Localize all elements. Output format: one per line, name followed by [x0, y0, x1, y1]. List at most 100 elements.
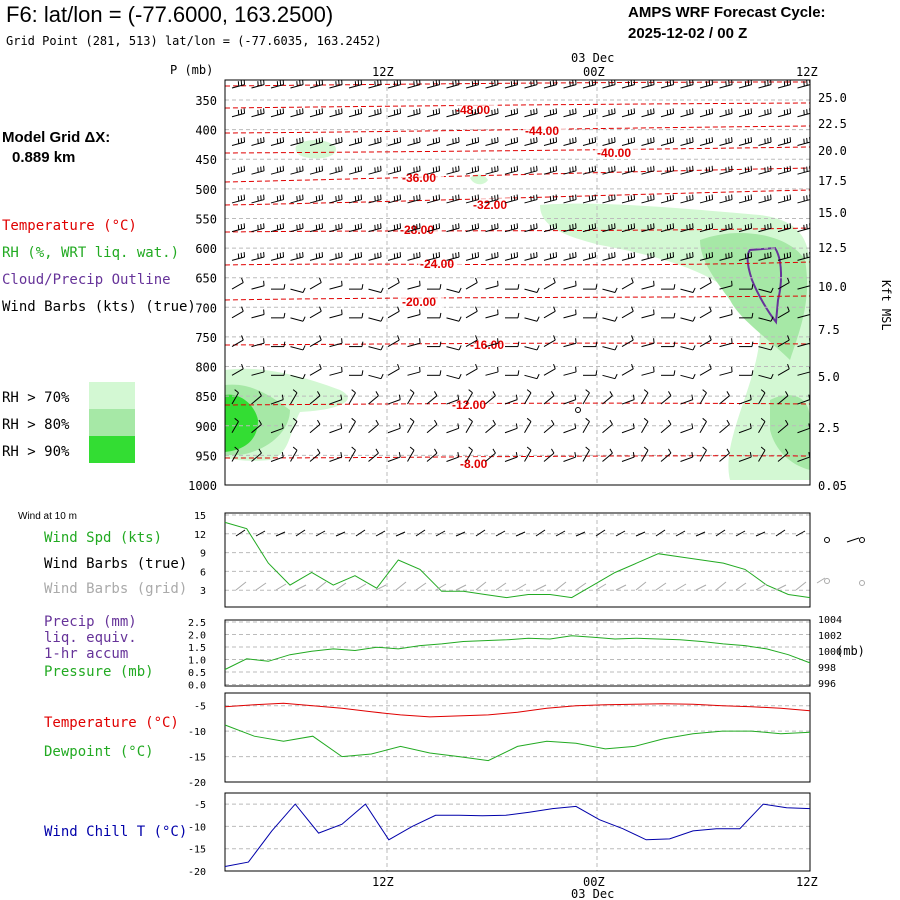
upper-wind-barb: [582, 449, 590, 462]
upper-wind-barb: [407, 285, 421, 290]
upper-wind-barb: [699, 199, 713, 204]
upper-wind-barb-feather: [319, 335, 322, 341]
upper-wind-barb-feather: [380, 373, 384, 379]
upper-wind-barb: [368, 452, 379, 462]
upper-wind-barb: [563, 141, 577, 146]
upper-wind-barb: [407, 342, 421, 348]
upper-wind-barb: [797, 314, 811, 319]
upper-wind-barb: [251, 395, 262, 405]
upper-wind-barb: [602, 395, 613, 405]
isotherm-line: [224, 81, 811, 87]
upper-wind-barb: [368, 199, 382, 204]
upper-wind-barb: [582, 141, 596, 146]
upper-wind-barb-feather: [234, 389, 239, 394]
upper-wind-barb: [485, 285, 499, 290]
upper-wind-barb-feather: [609, 419, 613, 425]
kft-tick-label: 2.5: [818, 421, 840, 435]
upper-wind-barb: [719, 170, 733, 175]
forecast-cycle-label: AMPS WRF Forecast Cycle:: [628, 4, 826, 21]
upper-wind-barb-feather: [492, 448, 496, 454]
precip-tick-label: 0.5: [188, 668, 206, 679]
upper-wind-barb: [680, 199, 694, 204]
upper-wind-barb: [485, 424, 496, 434]
sfc-wind-barb-true: [635, 531, 646, 537]
upper-wind-barb-feather: [702, 389, 707, 394]
dewpoint-line: [224, 724, 811, 762]
upper-wind-barb-feather: [457, 394, 460, 400]
upper-wind-barb-feather: [434, 448, 438, 454]
upper-wind-barb-feather: [515, 423, 518, 429]
upper-wind-barb: [641, 199, 655, 204]
pressure-tick-label-right: 1004: [818, 615, 842, 626]
upper-wind-barb: [797, 399, 810, 405]
upper-wind-barb: [699, 112, 713, 118]
upper-wind-barb: [251, 285, 265, 290]
upper-wind-barb: [797, 256, 811, 261]
upper-wind-barb: [641, 170, 655, 175]
upper-wind-barb: [621, 227, 635, 233]
sfc-wind-barb-grid: [675, 583, 687, 591]
upper-wind-barb: [387, 399, 401, 405]
upper-wind-barb: [524, 421, 532, 434]
temperature-line: [224, 702, 811, 718]
upper-wind-barb: [680, 256, 694, 261]
upper-wind-barb: [504, 170, 518, 175]
sfc-wind-barb-true: [615, 530, 626, 537]
upper-wind-barb: [407, 421, 415, 434]
upper-wind-barb: [446, 112, 460, 118]
sfc-wind-barb-true: [755, 531, 766, 537]
upper-wind-barb: [485, 199, 499, 204]
upper-wind-barb: [251, 371, 265, 376]
upper-wind-barb: [621, 339, 634, 348]
legend-pressure: Pressure (mb): [44, 664, 154, 680]
pressure-tick-label: 600: [195, 242, 217, 256]
sfc-wind-barb-true: [295, 529, 306, 537]
legend-temperature: Temperature (°C): [2, 218, 137, 234]
upper-wind-barb: [426, 395, 438, 405]
upper-wind-barb: [231, 170, 245, 175]
upper-wind-barb: [680, 112, 694, 118]
upper-wind-barb: [602, 84, 616, 89]
sfc-wind-grid-extra: [816, 577, 826, 584]
upper-wind-barb: [465, 84, 479, 89]
upper-wind-barb: [504, 112, 518, 118]
upper-wind-barb-feather: [317, 391, 321, 396]
upper-wind-barb-feather: [397, 363, 400, 369]
upper-wind-barb: [621, 141, 635, 146]
upper-wind-barb: [602, 112, 616, 118]
upper-wind-barb: [329, 227, 343, 233]
pressure-tick-label: 1000: [188, 479, 217, 493]
upper-wind-barb: [563, 342, 577, 348]
upper-wind-barb: [524, 141, 538, 146]
upper-wind-barb-feather: [468, 389, 473, 394]
upper-wind-barb-feather: [643, 417, 649, 422]
upper-wind-barb: [621, 427, 635, 434]
precip-tick-label: 2.0: [188, 631, 206, 642]
upper-wind-barb: [368, 112, 382, 118]
upper-wind-barb-feather: [234, 417, 239, 422]
upper-wind-barb: [329, 84, 343, 89]
upper-wind-barb-feather: [517, 312, 520, 318]
upper-wind-barb: [797, 371, 811, 376]
upper-wind-barb: [387, 84, 401, 89]
upper-wind-barb: [485, 314, 499, 319]
upper-wind-barb-feather: [585, 389, 590, 394]
upper-wind-barb: [465, 141, 479, 146]
upper-wind-barb: [348, 199, 362, 204]
upper-wind-barb: [621, 456, 635, 462]
upper-wind-barb: [407, 449, 415, 462]
calm-wind-marker: [575, 407, 581, 413]
sfc-wind-barb-grid: [255, 582, 267, 591]
upper-wind-barb: [602, 374, 616, 380]
upper-wind-barb-feather: [241, 277, 244, 283]
upper-wind-barb: [582, 84, 596, 89]
upper-wind-barb-feather: [526, 446, 532, 451]
kft-tick-label: 10.0: [818, 280, 847, 294]
upper-wind-barb: [446, 199, 460, 204]
upper-wind-barb: [426, 141, 440, 146]
upper-wind-barb: [602, 256, 616, 261]
upper-wind-barb: [524, 170, 538, 175]
upper-wind-barb: [660, 452, 672, 462]
upper-wind-barb: [777, 84, 791, 89]
sfc-wind-barb-true: [715, 529, 726, 537]
